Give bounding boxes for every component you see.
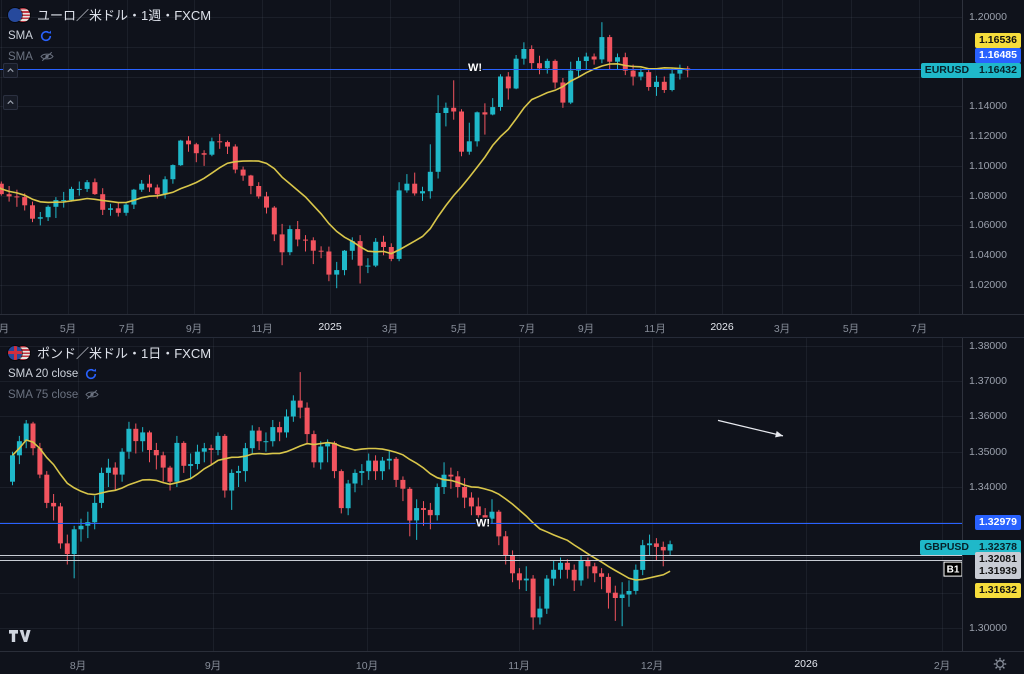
sma75-label[interactable]: SMA 75 close bbox=[8, 388, 79, 401]
eurusd-last-price-label: EURUSD 1.16432 bbox=[920, 63, 1021, 78]
price-tick-label: 1.34000 bbox=[969, 481, 1007, 493]
eurusd-legend: ユーロ／米ドル・1週・FXCM SMA SMA bbox=[8, 4, 211, 67]
time-tick-label: 9月 bbox=[204, 660, 222, 672]
indicator-loading-icon bbox=[40, 30, 52, 41]
time-tick-label: 9月 bbox=[185, 323, 203, 335]
time-tick-label: 3月 bbox=[381, 323, 399, 335]
price-level-label: 1.32979 bbox=[975, 515, 1021, 530]
price-tick-label: 1.35000 bbox=[969, 446, 1007, 458]
price-tick-label: 1.37000 bbox=[969, 375, 1007, 387]
time-tick-label: 11月 bbox=[251, 323, 273, 335]
sma1-label[interactable]: SMA bbox=[8, 29, 33, 42]
gbpusd-title-row[interactable]: ポンド／米ドル・1日・FXCM bbox=[8, 342, 211, 363]
box-label-annotation[interactable] bbox=[943, 561, 962, 577]
price-level-label: 1.16536 bbox=[975, 33, 1021, 48]
eurusd-sma1-row[interactable]: SMA bbox=[8, 25, 211, 46]
price-level-label: 1.31939 bbox=[975, 564, 1021, 579]
gbpusd-time-axis[interactable]: 8月 9月 10月 11月 12月 2026 2月 bbox=[0, 651, 1024, 674]
arrow-annotation[interactable] bbox=[717, 419, 784, 437]
eurusd-sma-line bbox=[0, 62, 688, 255]
gbpusd-sma-line bbox=[11, 439, 671, 581]
gbpusd-sma20-row[interactable]: SMA 20 close bbox=[8, 363, 211, 384]
eurusd-time-axis[interactable]: 3月 5月 7月 9月 11月 2025 3月 5月 7月 9月 11月 2026 3月 5月 7月 bbox=[0, 314, 1024, 337]
gbpusd-price-chart[interactable]: W! B1 bbox=[0, 338, 962, 651]
time-tick-label: 11月 bbox=[644, 323, 666, 335]
price-tick-label: 1.36000 bbox=[969, 410, 1007, 422]
time-tick-label: 12月 bbox=[640, 660, 664, 672]
sma20-label[interactable]: SMA 20 close bbox=[8, 367, 79, 380]
gbpusd-sma75-row[interactable]: SMA 75 close bbox=[8, 384, 211, 405]
price-tick-label: 1.10000 bbox=[969, 160, 1007, 172]
tradingview-logo[interactable] bbox=[8, 627, 32, 645]
gbpusd-last-price-label: GBPUSD 1.32378 bbox=[920, 540, 1021, 555]
sma2-label[interactable]: SMA bbox=[8, 50, 33, 63]
time-tick-label: 11月 bbox=[508, 660, 530, 672]
price-level-label: 1.32081 bbox=[975, 552, 1021, 567]
price-tick-label: 1.38000 bbox=[969, 340, 1007, 352]
arrow-head bbox=[775, 431, 783, 438]
eurusd-sma2-row[interactable]: SMA bbox=[8, 46, 211, 67]
price-level-label: 1.16485 bbox=[975, 48, 1021, 63]
eurusd-price-axis[interactable]: 1.20000 1.14000 1.12000 1.10000 1.08000 1.060… bbox=[920, 0, 1024, 314]
price-tick-label: 1.06000 bbox=[969, 219, 1007, 231]
time-tick-label: 10月 bbox=[355, 660, 379, 672]
time-tick-label: 7月 bbox=[910, 323, 928, 335]
eurusd-chart-title[interactable]: ユーロ／米ドル・1週・FXCM bbox=[37, 8, 212, 23]
pane-gbpusd: W! B1 1.38000 1.37000 1.36000 1.35000 1.34000… bbox=[0, 337, 1024, 674]
gbp-usd-pair-icon bbox=[8, 345, 30, 360]
time-tick-label: 3月 bbox=[0, 323, 10, 335]
time-tick-label: 8月 bbox=[69, 660, 87, 672]
time-tick-label: 5月 bbox=[59, 323, 77, 335]
gbpusd-legend: ポンド／米ドル・1日・FXCM SMA 20 close SMA 75 clos… bbox=[8, 342, 211, 405]
price-tick-label: 1.12000 bbox=[969, 130, 1007, 142]
eur-usd-pair-icon bbox=[8, 7, 30, 22]
pane-eurusd: W! 1.20000 1.14000 1.12000 1.10000 1.08000 1.… bbox=[0, 0, 1024, 337]
time-tick-label: 2026 bbox=[710, 321, 734, 333]
eurusd-price-chart[interactable]: W! bbox=[0, 0, 962, 314]
time-tick-label: 9月 bbox=[577, 323, 595, 335]
eye-hidden-icon[interactable] bbox=[85, 389, 99, 400]
box-label-text: B1 bbox=[947, 565, 960, 576]
text-annotation[interactable]: W! bbox=[467, 61, 484, 76]
eurusd-title-row[interactable]: ユーロ／米ドル・1週・FXCM bbox=[8, 4, 211, 25]
time-tick-label: 5月 bbox=[450, 323, 468, 335]
price-tick-label: 1.20000 bbox=[969, 11, 1007, 23]
eye-hidden-icon[interactable] bbox=[40, 51, 54, 62]
chevron-up-icon bbox=[7, 68, 14, 73]
time-tick-label: 3月 bbox=[773, 323, 791, 335]
price-tick-label: 1.02000 bbox=[969, 279, 1007, 291]
indicator-loading-icon bbox=[86, 368, 97, 379]
collapse-up-button[interactable] bbox=[3, 63, 18, 78]
time-tick-label: 7月 bbox=[518, 323, 536, 335]
price-tick-label: 1.04000 bbox=[969, 249, 1007, 261]
text-annotation[interactable]: W! bbox=[475, 516, 492, 531]
price-level-label: 1.31632 bbox=[975, 583, 1021, 598]
time-tick-label: 2月 bbox=[933, 660, 951, 672]
time-tick-label: 2025 bbox=[318, 321, 342, 333]
price-tick-label: 1.08000 bbox=[969, 190, 1007, 202]
gbpusd-chart-title[interactable]: ポンド／米ドル・1日・FXCM bbox=[37, 346, 212, 361]
price-tick-label: 1.30000 bbox=[969, 622, 1007, 634]
price-tick-label: 1.14000 bbox=[969, 100, 1007, 112]
time-tick-label: 2026 bbox=[794, 658, 818, 670]
time-tick-label: 7月 bbox=[118, 323, 136, 335]
gbpusd-price-axis[interactable]: 1.38000 1.37000 1.36000 1.35000 1.34000 1.300… bbox=[920, 338, 1024, 651]
collapse-up-button[interactable] bbox=[3, 95, 18, 110]
chevron-up-icon bbox=[7, 100, 14, 105]
time-tick-label: 5月 bbox=[842, 323, 860, 335]
axis-settings-gear-icon[interactable] bbox=[992, 656, 1008, 672]
